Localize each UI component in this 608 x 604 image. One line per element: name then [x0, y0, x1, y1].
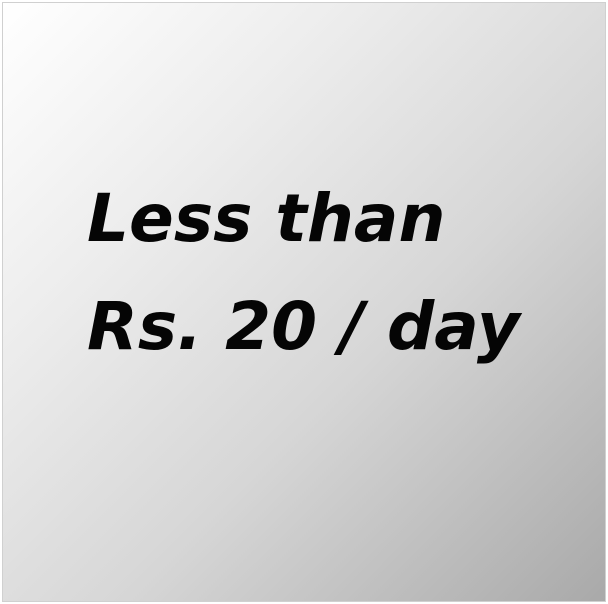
headline-line-1: Less than [87, 180, 446, 257]
headline-line-2: Rs. 20 / day [87, 288, 520, 365]
headline-text: Less than Rs. 20 / day [87, 165, 520, 381]
